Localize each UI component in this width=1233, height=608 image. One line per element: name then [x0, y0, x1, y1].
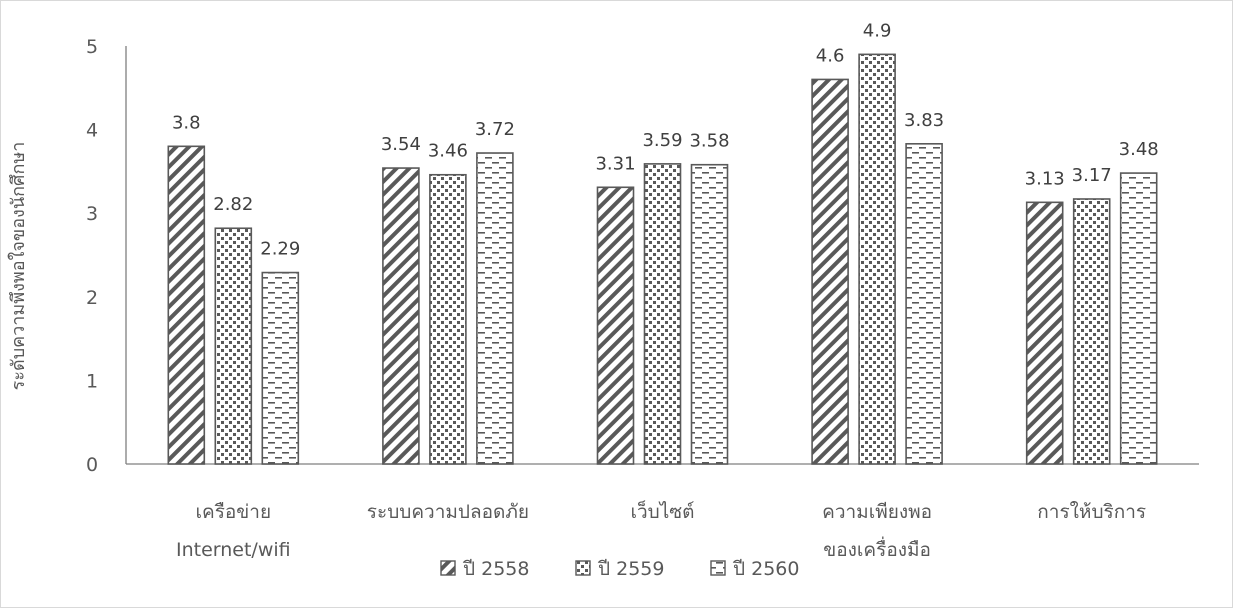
y-tick-label: 1: [86, 370, 98, 392]
legend-label: ปี 2558: [462, 558, 529, 580]
bar: [429, 173, 467, 465]
legend-label: ปี 2560: [732, 558, 799, 580]
bar: [1025, 201, 1064, 465]
bar: [1072, 198, 1111, 465]
legend-item: ปี 2559: [575, 558, 664, 580]
category-label: เว็บไซต์: [630, 499, 694, 523]
bar: [690, 163, 729, 465]
data-label: 3.83: [904, 110, 944, 131]
bar: [214, 227, 253, 465]
bar: [476, 152, 514, 465]
bars: [167, 53, 1158, 465]
data-labels: 3.8 2.82 2.29 3.54 3.46 3.72 3.31 3.59 3.58 4.6 4.…: [172, 20, 1159, 259]
y-axis: 0 1 2 3 4 5: [86, 36, 127, 476]
data-label: 3.17: [1072, 165, 1112, 186]
bar: [261, 271, 300, 465]
bar: [858, 53, 896, 465]
category-label: เครือข่าย: [195, 501, 271, 523]
data-label: 2.82: [213, 194, 253, 215]
data-label: 3.8: [172, 112, 201, 133]
y-tick-label: 4: [86, 120, 98, 142]
category-labels: เครือข่าย Internet/wifi ระบบความปลอดภัย เว็…: [176, 499, 1146, 561]
category-label: ความเพียงพอ: [822, 501, 932, 523]
data-label: 3.72: [475, 119, 515, 140]
data-label: 3.46: [428, 141, 468, 162]
bar: [167, 145, 206, 465]
legend-swatch: [440, 560, 456, 576]
bar: [596, 186, 635, 465]
bar: [643, 163, 682, 465]
legend-item: ปี 2558: [440, 558, 529, 580]
legend: ปี 2558 ปี 2559 ปี 2560: [440, 558, 799, 580]
bar: [382, 167, 420, 465]
category-label: ของเครื่องมือ: [823, 536, 931, 561]
data-label: 4.9: [863, 20, 892, 41]
data-label: 3.58: [689, 131, 729, 152]
bar: [811, 78, 849, 465]
y-tick-label: 0: [86, 454, 98, 476]
data-label: 4.6: [816, 45, 845, 66]
data-label: 3.59: [642, 130, 682, 151]
data-label: 3.48: [1119, 139, 1159, 160]
legend-item: ปี 2560: [710, 558, 799, 580]
data-label: 3.31: [595, 153, 635, 174]
legend-swatch: [575, 560, 591, 576]
data-label: 2.29: [260, 239, 300, 260]
y-tick-label: 5: [86, 36, 98, 58]
data-label: 3.13: [1025, 168, 1065, 189]
y-tick-label: 2: [86, 287, 98, 309]
category-label: Internet/wifi: [176, 539, 291, 561]
y-axis-title: ระดับความพึงพอใจของนักศึกษา: [7, 142, 29, 391]
bar: [905, 143, 943, 465]
legend-swatch: [710, 560, 726, 576]
legend-label: ปี 2559: [597, 558, 664, 580]
y-tick-label: 3: [86, 203, 98, 225]
data-label: 3.54: [381, 134, 421, 155]
category-label: ระบบความปลอดภัย: [367, 501, 529, 523]
bar: [1119, 172, 1158, 465]
category-label: การให้บริการ: [1037, 501, 1146, 523]
